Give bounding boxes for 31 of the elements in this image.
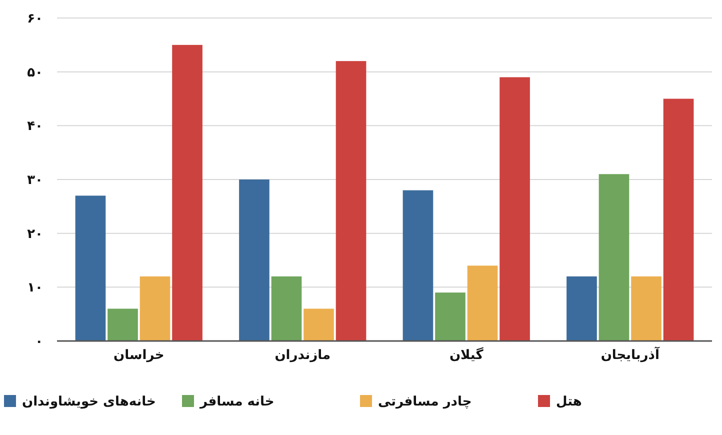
bar bbox=[402, 190, 434, 341]
bar bbox=[140, 276, 170, 341]
x-tick-label: گیلان bbox=[449, 347, 484, 363]
bar bbox=[75, 196, 106, 341]
legend-label: چادر مسافرتی bbox=[378, 394, 472, 410]
bar bbox=[500, 77, 530, 341]
y-tick-label: ۴۰ bbox=[27, 119, 43, 134]
y-tick-label: ۶۰ bbox=[27, 12, 43, 27]
legend-label: خانه‌های خویشاوندان bbox=[22, 394, 156, 410]
x-tick-label: مازندران bbox=[274, 348, 331, 363]
y-tick-label: ۳۰ bbox=[27, 173, 43, 188]
y-tick-label: ۰ bbox=[35, 334, 43, 350]
bar bbox=[631, 276, 662, 341]
legend-label: خانه مسافر bbox=[199, 394, 274, 410]
bar bbox=[566, 276, 597, 341]
bar bbox=[172, 44, 202, 341]
bar bbox=[271, 276, 302, 341]
bar bbox=[663, 98, 694, 341]
x-tick-label: آذربایجان bbox=[600, 346, 660, 363]
x-tick-label: خراسان bbox=[114, 348, 164, 363]
bar bbox=[598, 174, 630, 341]
bar bbox=[336, 61, 366, 341]
bar bbox=[435, 292, 466, 341]
y-tick-label: ۲۰ bbox=[27, 226, 43, 242]
y-tick-label: ۵۰ bbox=[27, 65, 43, 80]
legend-label: هتل bbox=[556, 394, 582, 410]
bar bbox=[239, 180, 270, 341]
y-tick-label: ۱۰ bbox=[27, 280, 43, 296]
bar bbox=[108, 308, 138, 341]
bar bbox=[467, 266, 498, 341]
bar bbox=[304, 308, 334, 341]
